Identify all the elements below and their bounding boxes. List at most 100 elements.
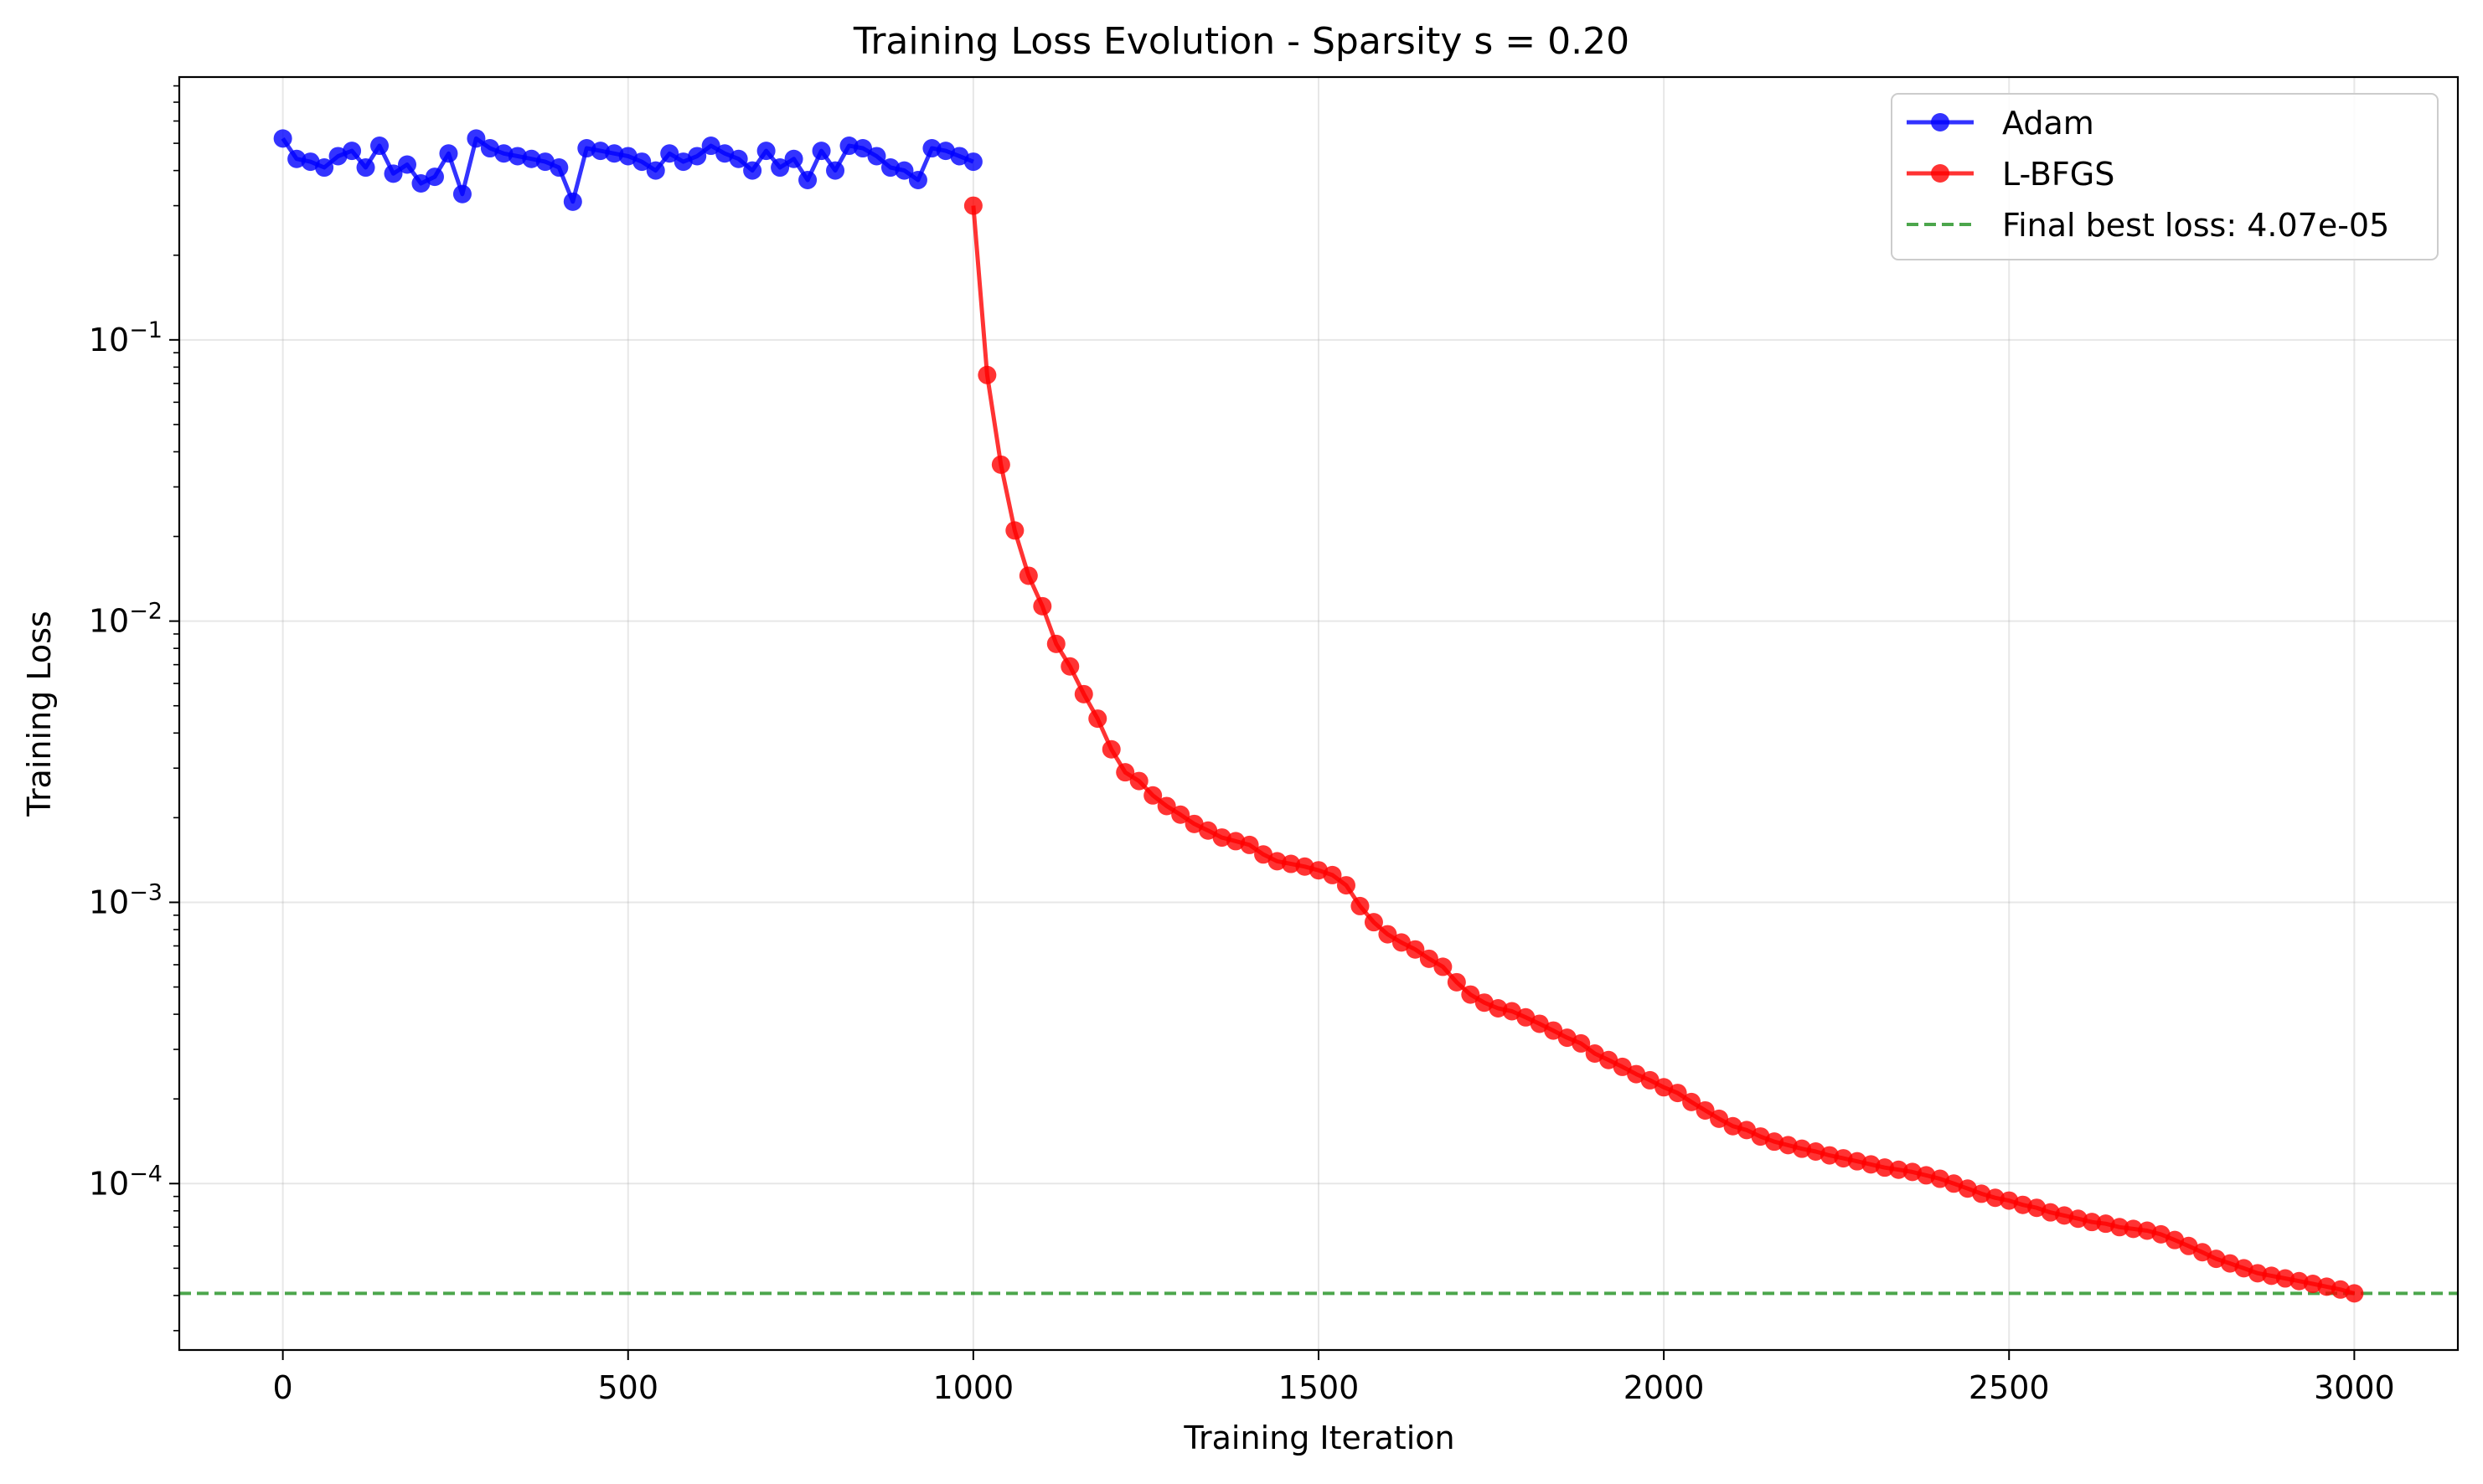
l-bfgs-point bbox=[1710, 1109, 1729, 1128]
l-bfgs-point bbox=[2331, 1280, 2350, 1299]
adam-point bbox=[922, 139, 942, 158]
adam-point bbox=[522, 149, 541, 168]
y-tick-label: 10−2 bbox=[89, 599, 163, 640]
adam-point bbox=[701, 137, 720, 156]
adam-point bbox=[646, 161, 665, 180]
l-bfgs-point bbox=[991, 455, 1010, 474]
l-bfgs-point bbox=[1088, 709, 1107, 729]
adam-point bbox=[467, 129, 486, 148]
l-bfgs-point bbox=[2055, 1206, 2074, 1225]
adam-point bbox=[963, 152, 983, 172]
adam-point bbox=[715, 144, 735, 163]
adam-point bbox=[273, 129, 292, 148]
l-bfgs-point bbox=[1433, 957, 1453, 976]
l-bfgs-point bbox=[1572, 1033, 1591, 1053]
l-bfgs-point bbox=[2345, 1284, 2364, 1303]
adam-point bbox=[632, 152, 652, 172]
l-bfgs-point bbox=[2262, 1266, 2281, 1286]
legend: Adam L-BFGS Final best loss: 4.07e-05 bbox=[1891, 93, 2439, 260]
adam-point bbox=[826, 161, 845, 180]
l-bfgs-point bbox=[1267, 852, 1287, 871]
adam-point bbox=[936, 142, 955, 161]
adam-point bbox=[315, 158, 334, 178]
adam-point bbox=[660, 144, 679, 163]
adam-point bbox=[880, 158, 900, 178]
adam-point bbox=[398, 155, 416, 174]
adam-point bbox=[839, 137, 859, 156]
l-bfgs-point bbox=[1696, 1100, 1715, 1120]
l-bfgs-point bbox=[1005, 521, 1025, 540]
l-bfgs-point bbox=[1061, 657, 1080, 676]
adam-point bbox=[618, 147, 638, 166]
l-bfgs-point bbox=[1627, 1064, 1646, 1084]
y-axis-label: Training Loss bbox=[21, 611, 58, 817]
adam-point bbox=[605, 144, 624, 163]
l-bfgs-point bbox=[1378, 925, 1397, 944]
l-bfgs-point bbox=[1875, 1158, 1894, 1177]
l-bfgs-point bbox=[1668, 1084, 1687, 1103]
l-bfgs-point bbox=[1861, 1155, 1881, 1174]
l-bfgs-point bbox=[1406, 940, 1425, 959]
l-bfgs-point bbox=[1902, 1162, 1922, 1182]
l-bfgs-point bbox=[1461, 985, 1480, 1004]
l-bfgs-point bbox=[1889, 1160, 1908, 1179]
l-bfgs-point bbox=[1447, 972, 1466, 992]
adam-point bbox=[356, 158, 375, 178]
x-tick-label: 3000 bbox=[2314, 1369, 2395, 1406]
l-bfgs-point bbox=[2248, 1264, 2267, 1283]
l-bfgs-point bbox=[1323, 865, 1342, 884]
l-bfgs-point bbox=[978, 365, 997, 384]
l-bfgs-point bbox=[2013, 1195, 2032, 1214]
x-tick-label: 1500 bbox=[1278, 1369, 1360, 1406]
l-bfgs-point bbox=[2317, 1277, 2336, 1296]
adam-point bbox=[384, 164, 403, 183]
series-l-bfgs bbox=[963, 196, 2364, 1303]
l-bfgs-point bbox=[2179, 1236, 2198, 1255]
l-bfgs-point bbox=[1806, 1142, 1825, 1162]
adam-point bbox=[577, 139, 596, 158]
x-tick-label: 2000 bbox=[1624, 1369, 1705, 1406]
adam-point bbox=[812, 142, 831, 161]
adam-point bbox=[908, 171, 927, 190]
adam-point bbox=[343, 142, 362, 161]
adam-point bbox=[895, 161, 914, 180]
l-bfgs-point bbox=[1240, 835, 1259, 854]
l-bfgs-point bbox=[1516, 1007, 1536, 1027]
l-bfgs-point bbox=[1350, 896, 1370, 915]
x-axis-label: Training Iteration bbox=[1183, 1420, 1454, 1456]
x-tick-label: 2500 bbox=[1969, 1369, 2050, 1406]
series-adam bbox=[273, 129, 983, 211]
l-bfgs-point bbox=[1295, 857, 1314, 876]
l-bfgs-point bbox=[1985, 1188, 2005, 1208]
adam-point bbox=[328, 147, 348, 166]
l-bfgs-point bbox=[2193, 1243, 2212, 1262]
l-bfgs-point bbox=[1489, 998, 1508, 1018]
legend-adam-label: Adam bbox=[2002, 105, 2094, 142]
l-bfgs-point bbox=[1254, 845, 1273, 864]
l-bfgs-point bbox=[1185, 814, 1204, 833]
adam-point bbox=[301, 152, 320, 172]
l-bfgs-point bbox=[1834, 1149, 1853, 1168]
l-bfgs-point bbox=[1129, 771, 1149, 791]
l-bfgs-point bbox=[1599, 1050, 1618, 1069]
l-bfgs-point bbox=[1157, 796, 1176, 816]
l-bfgs-point bbox=[2041, 1203, 2060, 1222]
l-bfgs-point bbox=[2083, 1213, 2102, 1232]
l-bfgs-point bbox=[1033, 596, 1052, 616]
l-bfgs-point bbox=[1336, 876, 1355, 895]
adam-point bbox=[439, 144, 458, 163]
adam-point bbox=[784, 149, 803, 168]
l-bfgs-point bbox=[1778, 1136, 1798, 1155]
l-bfgs-point bbox=[1199, 821, 1218, 840]
adam-point bbox=[756, 142, 776, 161]
l-bfgs-point bbox=[1530, 1014, 1549, 1033]
l-bfgs-point bbox=[1737, 1121, 1757, 1140]
l-bfgs-point bbox=[1474, 993, 1494, 1013]
adam-point bbox=[854, 139, 872, 158]
adam-point bbox=[550, 158, 569, 178]
legend-lbfgs-marker bbox=[1931, 164, 1949, 183]
l-bfgs-point bbox=[1958, 1179, 1977, 1198]
l-bfgs-point bbox=[1820, 1146, 1839, 1165]
